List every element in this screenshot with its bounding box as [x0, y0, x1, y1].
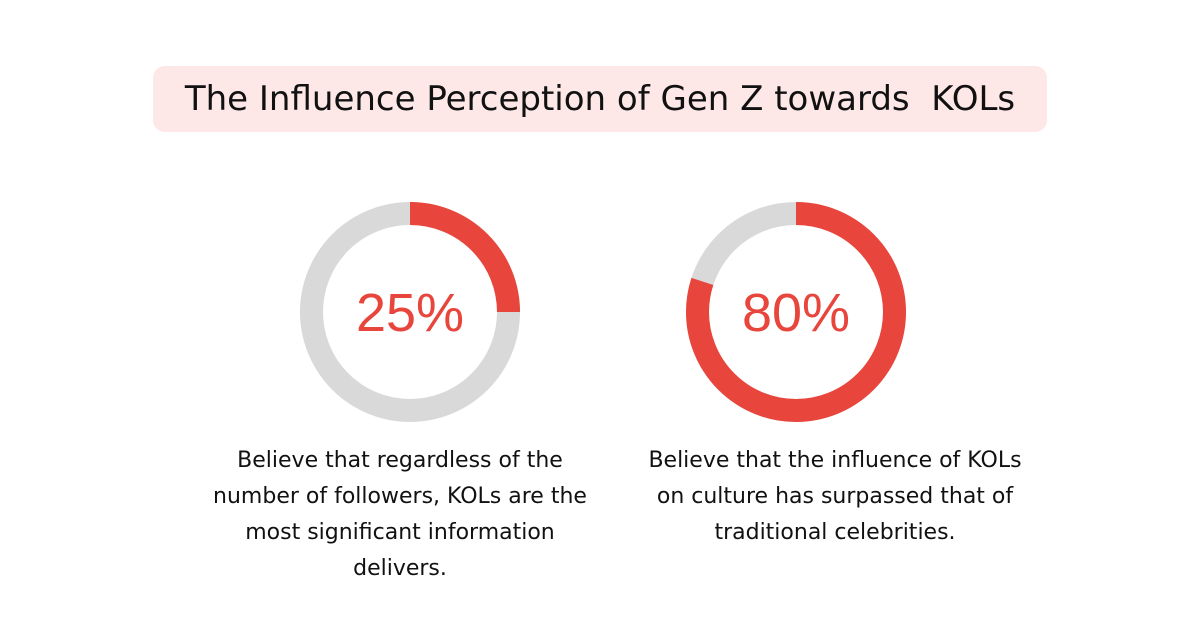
- caption-2-line: on culture has surpassed that of: [656, 484, 1014, 509]
- donut-chart-1: 25%: [300, 202, 520, 422]
- caption-1: Believe that regardless of the number of…: [180, 443, 620, 587]
- caption-1-line: number of followers, KOLs are the: [213, 484, 587, 509]
- caption-2-line: traditional celebrities.: [714, 520, 956, 545]
- donut-2-value-arc: [686, 202, 906, 422]
- caption-1-line: most significant information: [245, 520, 555, 545]
- page-title: The Influence Perception of Gen Z toward…: [184, 79, 1016, 119]
- caption-1-line: delivers.: [353, 556, 447, 581]
- title-banner: The Influence Perception of Gen Z toward…: [153, 66, 1047, 132]
- donut-1-value-arc: [300, 202, 520, 422]
- donut-chart-2: 80%: [686, 202, 906, 422]
- donut-1-percent-label: 25%: [356, 283, 464, 343]
- caption-2-line: Believe that the influence of KOLs: [648, 448, 1022, 473]
- caption-2: Believe that the influence of KOLs on cu…: [605, 443, 1065, 551]
- donut-2-percent-label: 80%: [742, 283, 850, 343]
- caption-1-line: Believe that regardless of the: [237, 448, 563, 473]
